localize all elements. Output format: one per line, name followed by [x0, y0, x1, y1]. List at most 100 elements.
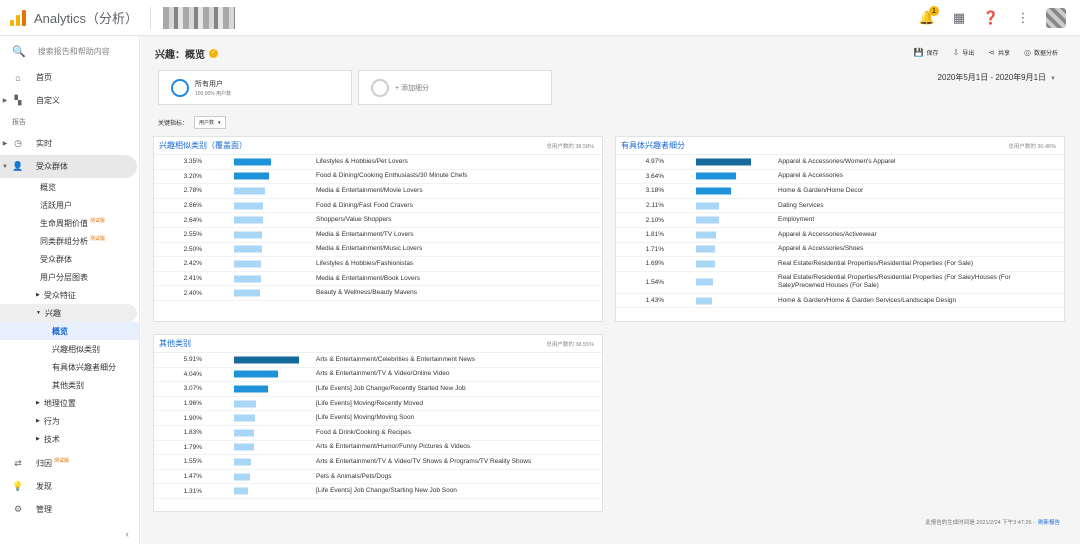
sidebar-subitem-audiences[interactable]: 受众群体 [40, 254, 72, 264]
row-category-link[interactable]: Home & Garden/Home & Garden Services/Lan… [778, 296, 957, 304]
row-category-link[interactable]: Dating Services [778, 201, 824, 209]
row-percent: 3.64% [645, 172, 664, 180]
row-percent: 2.50% [183, 245, 202, 253]
lightbulb-icon: 💡 [12, 481, 24, 491]
avatar[interactable] [1046, 8, 1066, 28]
chevron-right-icon: ▶ [2, 98, 8, 104]
segment-ring-empty-icon [371, 78, 389, 97]
affinity-card-total: 总用户数的 38.58% [546, 143, 594, 150]
analytics-logo-icon[interactable] [10, 9, 26, 26]
row-category-link[interactable]: Media & Entertainment/Music Lovers [316, 245, 423, 253]
page-title: 兴趣：概览 [155, 49, 205, 61]
sidebar-item-admin[interactable]: ⚙ 管理 [0, 498, 139, 521]
sidebar-item-audience[interactable]: ▼ 👤 受众群体 [0, 155, 137, 178]
segment-all-users[interactable]: 所有用户 100.00% 用户数 [158, 70, 352, 105]
affinity-card-title[interactable]: 兴趣相似类别（覆盖面） [159, 141, 247, 150]
add-segment-button[interactable]: + 添加细分 [358, 70, 552, 105]
other-card-title[interactable]: 其他类别 [159, 339, 191, 348]
row-category-link[interactable]: Media & Entertainment/Movie Lovers [316, 186, 423, 194]
row-category-link[interactable]: [Life Events] Moving/Recently Moved [316, 399, 423, 407]
inmarket-card-title[interactable]: 有具体兴趣者细分 [621, 141, 685, 150]
row-category-link[interactable]: Real Estate/Residential Properties/Resid… [778, 259, 974, 267]
sidebar-subitem-active-users[interactable]: 活跃用户 [40, 200, 72, 210]
sidebar-item-home[interactable]: ⌂ 首页 [0, 66, 139, 89]
collapse-sidebar-icon[interactable]: ‹ [125, 529, 129, 540]
sidebar-item-discover[interactable]: 💡 发现 [0, 475, 139, 498]
row-category-link[interactable]: Shoppers/Value Shoppers [316, 216, 392, 224]
row-category-link[interactable]: Apparel & Accessories [778, 172, 844, 180]
sidebar-subitem-interests-overview[interactable]: 概览 [0, 322, 139, 340]
sidebar-subitem-behavior[interactable]: ▶ 行为 [36, 416, 60, 426]
sidebar-item-custom[interactable]: ▶ ▚ 自定义 [0, 89, 139, 112]
sidebar-subitem-user-explorer[interactable]: 用户分层图表 [40, 272, 88, 282]
row-category-link[interactable]: Pets & Animals/Pets/Dogs [316, 472, 392, 480]
row-category-link[interactable]: Real Estate/Residential Properties/Resid… [778, 274, 1011, 290]
row-category-link[interactable]: Apparel & Accessories/Women's Apparel [778, 157, 896, 165]
row-bar [234, 245, 262, 253]
sidebar-subitem-inmarket[interactable]: 有具体兴趣者细分 [52, 362, 116, 372]
sidebar-subitem-lifetime-value[interactable]: 生命周期价值 测试版 [40, 217, 106, 228]
sidebar-subitem-overview[interactable]: 概览 [40, 182, 56, 192]
row-category-link[interactable]: Apparel & Accessories/Activewear [778, 230, 877, 238]
row-bar [234, 172, 269, 180]
chevron-down-icon: ▼ [36, 310, 41, 316]
row-percent: 2.55% [183, 231, 202, 239]
row-percent: 2.42% [183, 260, 202, 268]
help-icon[interactable]: ❓ [982, 10, 1000, 25]
table-row: 2.40% Beauty & Wellness/Beauty Mavens [154, 286, 602, 301]
row-category-link[interactable]: Apparel & Accessories/Shoes [778, 245, 864, 253]
row-bar [234, 187, 265, 195]
sidebar-subitem-cohort[interactable]: 同类群组分析 测试版 [40, 235, 106, 246]
export-button[interactable]: ⇩ 导出 [952, 48, 975, 57]
app-title: Analytics（分析） [34, 11, 139, 26]
table-row: 2.41% Media & Entertainment/Book Lovers [154, 272, 602, 287]
table-row: 1.96% [Life Events] Moving/Recently Moved [154, 397, 602, 412]
row-category-link[interactable]: Media & Entertainment/Book Lovers [316, 274, 421, 282]
row-category-link[interactable]: [Life Events] Moving/Moving Soon [316, 414, 415, 422]
report-generated-note: 此报告的生成时间是 2021/2/24 下午3:47:26 - 刷新报告 [925, 520, 1060, 526]
attribution-icon: ⇄ [14, 458, 22, 468]
apps-grid-icon[interactable]: ▦ [952, 10, 966, 25]
row-category-link[interactable]: Employment [778, 216, 815, 224]
key-metric-select[interactable]: 用户数 ▾ [194, 116, 226, 129]
share-button[interactable]: ⋖ 共享 [988, 48, 1010, 57]
row-bar [234, 202, 263, 210]
sidebar-subitem-technology[interactable]: ▶ 技术 [36, 434, 60, 444]
row-category-link[interactable]: Food & Dining/Fast Food Cravers [316, 201, 413, 209]
sidebar-item-realtime[interactable]: ▶ ◷ 实时 [0, 132, 139, 155]
row-category-link[interactable]: [Life Events] Job Change/Recently Starte… [316, 384, 466, 392]
sidebar-subitem-affinity[interactable]: 兴趣相似类别 [52, 344, 100, 354]
chevron-right-icon: ▶ [36, 292, 40, 298]
row-category-link[interactable]: Food & Dining/Cooking Enthusiasts/30 Min… [316, 172, 468, 180]
more-vert-icon[interactable]: ⋮ [1016, 10, 1030, 25]
table-row: 1.54% Real Estate/Residential Properties/… [616, 272, 1064, 294]
sidebar-subitem-other[interactable]: 其他类别 [52, 380, 84, 390]
row-category-link[interactable]: Home & Garden/Home Decor [778, 186, 864, 194]
row-bar [696, 245, 715, 253]
sidebar-subitem-demographics[interactable]: ▶ 受众特征 [36, 290, 76, 300]
row-category-link[interactable]: Beauty & Wellness/Beauty Mavens [316, 289, 418, 297]
sidebar-item-attribution[interactable]: ⇄ 归因 测试版 [0, 452, 139, 475]
sidebar-subitem-geo[interactable]: ▶ 地理位置 [36, 398, 76, 408]
row-category-link[interactable]: Food & Drink/Cooking & Recipes [316, 428, 412, 436]
row-category-link[interactable]: Arts & Entertainment/TV & Video/TV Shows… [316, 457, 532, 465]
refresh-report-link[interactable]: 刷新报告 [1037, 520, 1060, 526]
divider [150, 6, 152, 29]
date-range-picker[interactable]: 2020年5月1日 - 2020年9月1日 ▼ [937, 73, 1056, 82]
notifications-bell-icon[interactable]: 🔔 1 [918, 6, 939, 27]
row-bar [234, 370, 278, 378]
row-category-link[interactable]: [Life Events] Job Change/Starting New Jo… [316, 487, 457, 495]
sidebar-subitem-interests[interactable]: ▼ 兴趣 [0, 304, 137, 322]
account-selector[interactable] [163, 6, 236, 29]
key-metric: 关键指标： 用户数 ▾ [158, 116, 226, 129]
insights-button[interactable]: ◎ 数据分析 [1024, 48, 1058, 57]
row-category-link[interactable]: Lifestyles & Hobbies/Pet Lovers [316, 157, 408, 165]
row-category-link[interactable]: Arts & Entertainment/Humor/Funny Picture… [316, 443, 471, 451]
save-button[interactable]: 💾 保存 [913, 48, 939, 57]
search-input[interactable]: 🔍 搜索报告和帮助内容 [12, 45, 110, 58]
row-category-link[interactable]: Lifestyles & Hobbies/Fashionistas [316, 259, 414, 267]
row-category-link[interactable]: Media & Entertainment/TV Lovers [316, 230, 414, 238]
row-category-link[interactable]: Arts & Entertainment/Celebrities & Enter… [316, 355, 475, 363]
table-row: 1.69% Real Estate/Residential Properties/… [616, 257, 1064, 272]
row-category-link[interactable]: Arts & Entertainment/TV & Video/Online V… [316, 370, 450, 378]
